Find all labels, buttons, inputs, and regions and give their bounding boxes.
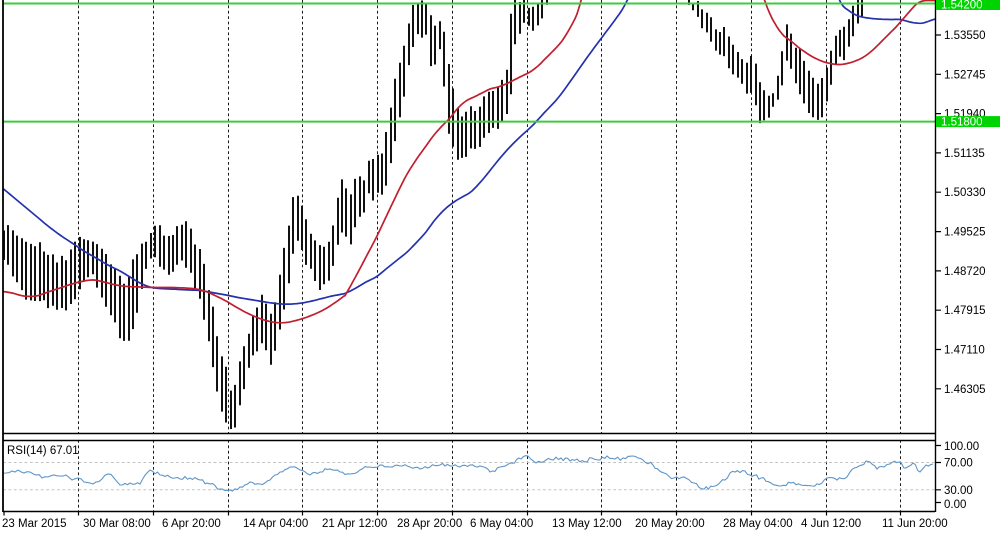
svg-text:1.51800: 1.51800 [941,117,983,129]
svg-text:1.53550: 1.53550 [944,30,986,42]
svg-text:1.52745: 1.52745 [944,69,986,81]
svg-text:RSI(14) 67.01: RSI(14) 67.01 [7,445,79,457]
svg-text:30 Mar 08:00: 30 Mar 08:00 [83,518,151,530]
svg-text:6 Apr 20:00: 6 Apr 20:00 [162,518,221,530]
svg-text:1.47915: 1.47915 [944,305,986,317]
svg-text:23 Mar 2015: 23 Mar 2015 [2,518,67,530]
svg-text:21 Apr 12:00: 21 Apr 12:00 [322,518,387,530]
svg-text:0.00: 0.00 [944,499,966,511]
svg-text:4 Jun 12:00: 4 Jun 12:00 [801,518,861,530]
svg-text:11 Jun 20:00: 11 Jun 20:00 [882,518,948,530]
svg-text:20 May 20:00: 20 May 20:00 [635,518,705,530]
svg-text:1.47110: 1.47110 [944,345,985,357]
svg-text:28 Apr 20:00: 28 Apr 20:00 [397,518,462,530]
svg-text:6 May 04:00: 6 May 04:00 [470,518,533,530]
svg-text:28 May 04:00: 28 May 04:00 [723,518,793,530]
svg-text:1.54200: 1.54200 [941,0,983,12]
svg-text:14 Apr 04:00: 14 Apr 04:00 [243,518,308,530]
svg-text:30.00: 30.00 [944,485,973,497]
svg-text:1.51135: 1.51135 [944,148,985,160]
svg-text:1.46305: 1.46305 [944,384,986,396]
svg-text:1.48720: 1.48720 [944,266,986,278]
svg-text:1.50330: 1.50330 [944,187,986,199]
svg-text:100.00: 100.00 [944,441,979,453]
svg-text:1.49525: 1.49525 [944,227,986,239]
svg-text:13 May 12:00: 13 May 12:00 [552,518,622,530]
svg-text:70.00: 70.00 [944,458,973,470]
